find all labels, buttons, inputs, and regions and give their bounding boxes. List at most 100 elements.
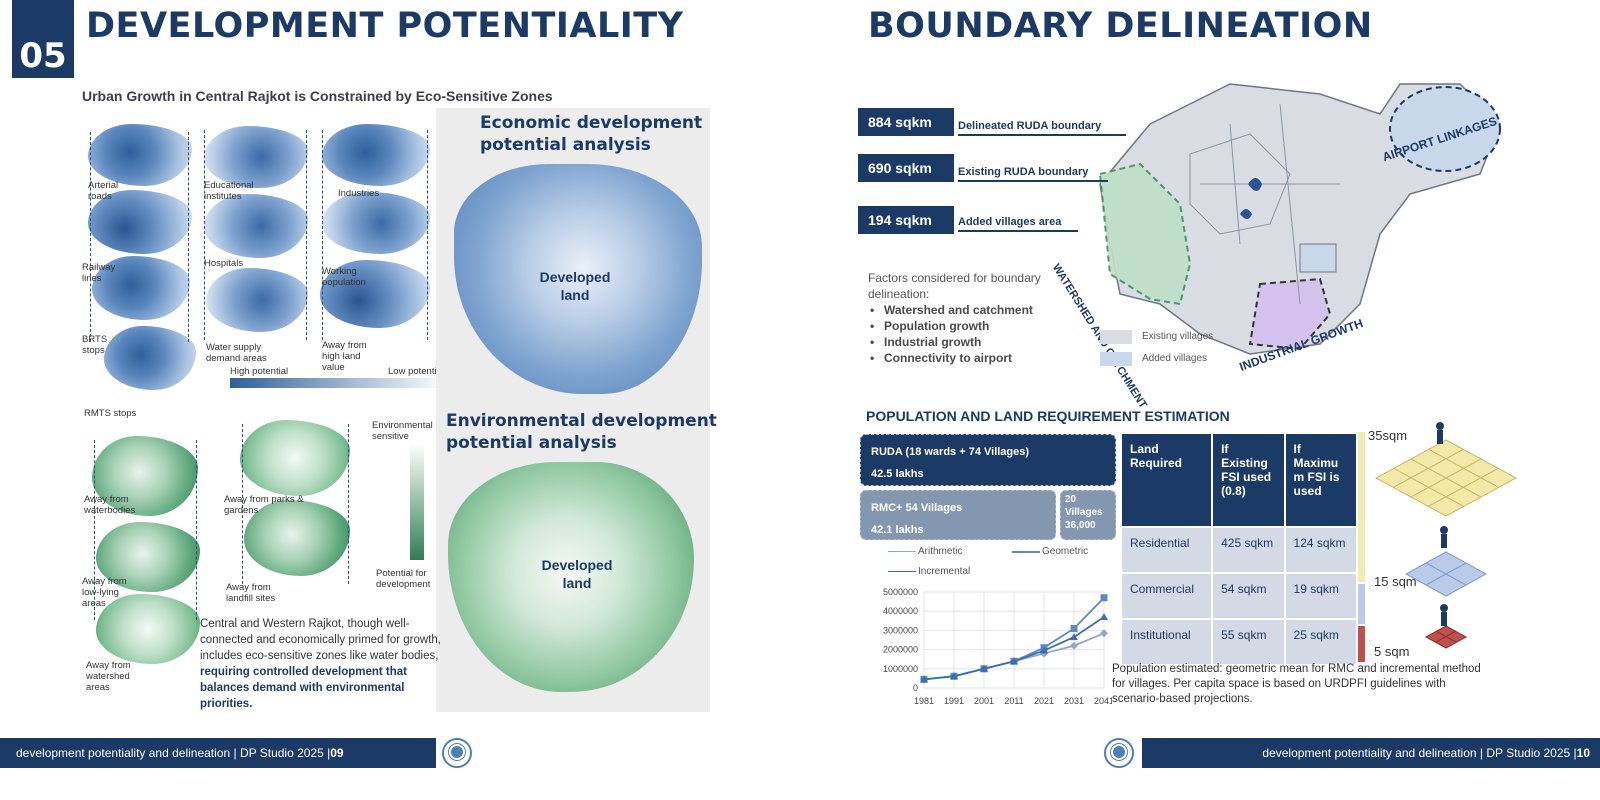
data-point xyxy=(1070,633,1078,641)
divider xyxy=(204,130,205,340)
stat-label: Existing RUDA boundary xyxy=(958,166,1108,182)
table-header: Land Required xyxy=(1122,434,1212,526)
table-header: If Maximu m FSI is used xyxy=(1285,434,1356,526)
legend-line xyxy=(888,571,916,572)
studio-logo-icon xyxy=(1104,738,1134,768)
map-hospitals xyxy=(204,194,308,258)
legend-gradient-blue xyxy=(230,378,446,388)
legend-low: Low potential xyxy=(388,366,444,377)
sqm-label: 35sqm xyxy=(1368,428,1408,443)
footer-left: development potentiality and delineation… xyxy=(0,738,436,768)
estimation-note: Population estimated: geometric mean for… xyxy=(1112,663,1481,705)
y-tick-label: 5000000 xyxy=(883,587,918,597)
divider xyxy=(196,440,197,620)
table-row: Institutional 55 sqkm 25 sqkm xyxy=(1122,620,1356,664)
data-point xyxy=(1100,612,1108,620)
divider xyxy=(188,132,189,342)
environmental-panel-title: Environmental development potential analy… xyxy=(446,411,717,453)
map-rmts xyxy=(104,326,196,390)
space-scenario-illustration xyxy=(1374,422,1518,649)
stat-delineated: 884 sqkm xyxy=(858,108,954,136)
map-land-value xyxy=(320,260,430,328)
data-point xyxy=(1070,624,1078,632)
ruda-box: RUDA (18 wards + 74 Villages) 42.5 lakhs xyxy=(860,434,1116,486)
legend-geometric: Geometric xyxy=(1042,546,1089,557)
divider xyxy=(427,130,428,340)
map-label: Educational institutes xyxy=(204,180,254,202)
map-label: BRTS stops xyxy=(82,334,108,356)
x-tick-label: 2041 xyxy=(1094,696,1112,706)
map-label: RMTS stops xyxy=(84,408,137,419)
map-landfill xyxy=(244,500,350,576)
map-label: Away from watershed areas xyxy=(86,660,131,693)
legend-env-bottom: Potential for development xyxy=(376,568,431,590)
stat-label: Added villages area xyxy=(958,216,1078,232)
map-water-supply xyxy=(206,268,308,332)
page-number-badge: 05 xyxy=(12,0,74,78)
map-railway xyxy=(88,190,192,254)
y-tick-label: 1000000 xyxy=(883,664,918,674)
x-tick-label: 2011 xyxy=(1004,696,1023,706)
footer-right: development potentiality and delineation… xyxy=(1142,738,1600,768)
x-tick-label: 2031 xyxy=(1064,696,1084,706)
y-tick-label: 4000000 xyxy=(883,606,918,616)
y-tick-label: 0 xyxy=(913,683,918,693)
scale-bar-5 xyxy=(1358,626,1365,662)
data-point xyxy=(980,664,988,672)
legend-incremental: Incremental xyxy=(918,566,971,577)
legend-line xyxy=(888,551,916,552)
map-label: Away from high land value xyxy=(322,340,367,373)
data-point xyxy=(1100,594,1108,602)
population-section-title: POPULATION AND LAND REQUIREMENT ESTIMATI… xyxy=(866,408,1230,424)
rmc-box: RMC+ 54 Villages 42.1 lakhs xyxy=(860,490,1056,540)
economic-panel-title: Economic development potential analysis xyxy=(480,113,703,155)
sqm-label: 15 sqm xyxy=(1374,574,1417,589)
x-tick-label: 1991 xyxy=(944,696,964,706)
x-tick-label: 2021 xyxy=(1034,696,1054,706)
data-point xyxy=(1040,646,1048,654)
map-watershed xyxy=(96,594,200,664)
y-tick-label: 3000000 xyxy=(883,625,918,635)
legend-env-top: Environmental sensitive xyxy=(372,420,433,442)
developed-land-label: Developed land xyxy=(539,269,611,303)
population-chart: 0 1000000 2000000 3000000 4000000 5000000 1981… xyxy=(883,587,1112,706)
legend-swatch-existing xyxy=(1100,330,1132,344)
map-label: Away from parks & gardens xyxy=(224,494,304,516)
map-working-pop xyxy=(322,192,430,254)
map-arterial-roads xyxy=(88,124,192,186)
page-subtitle: Urban Growth in Central Rajkot is Constr… xyxy=(82,88,553,104)
data-point xyxy=(920,675,928,683)
map-industries xyxy=(322,124,430,186)
villages-box: 20 Villages 36,000 xyxy=(1060,490,1116,540)
studio-logo-icon xyxy=(442,738,472,768)
map-waterbodies xyxy=(92,436,198,516)
summary-paragraph: Central and Western Rajkot, though well-… xyxy=(200,618,441,710)
developed-land-label: Developed land xyxy=(541,557,613,591)
divider xyxy=(348,424,349,584)
stat-existing: 690 sqkm xyxy=(858,154,954,182)
scale-bar-15 xyxy=(1358,584,1365,624)
boundary-map xyxy=(1098,83,1501,355)
map-label: Water supply demand areas xyxy=(206,342,267,364)
divider xyxy=(322,130,323,340)
x-tick-label: 2001 xyxy=(974,696,994,706)
divider xyxy=(90,132,91,342)
x-tick-label: 1981 xyxy=(914,696,934,706)
legend-added: Added villages xyxy=(1142,353,1208,364)
factors-list: Factors considered for boundary delineat… xyxy=(868,270,1078,366)
map-label: Hospitals xyxy=(204,258,244,269)
stat-label: Delineated RUDA boundary xyxy=(958,120,1126,136)
map-label: Railway lines xyxy=(82,262,116,284)
map-label: Arterial roads xyxy=(88,180,119,202)
legend-high: High potential xyxy=(230,366,289,377)
map-low-lying xyxy=(96,522,200,592)
page-title: DEVELOPMENT POTENTIALITY xyxy=(86,6,684,46)
data-point xyxy=(1010,657,1018,665)
map-label: Away from waterbodies xyxy=(84,494,136,516)
legend-existing: Existing villages xyxy=(1142,331,1214,342)
data-point xyxy=(950,672,958,680)
divider xyxy=(242,424,243,584)
map-label: Industries xyxy=(338,188,380,199)
stat-added: 194 sqkm xyxy=(858,206,954,234)
map-brts xyxy=(92,256,190,320)
